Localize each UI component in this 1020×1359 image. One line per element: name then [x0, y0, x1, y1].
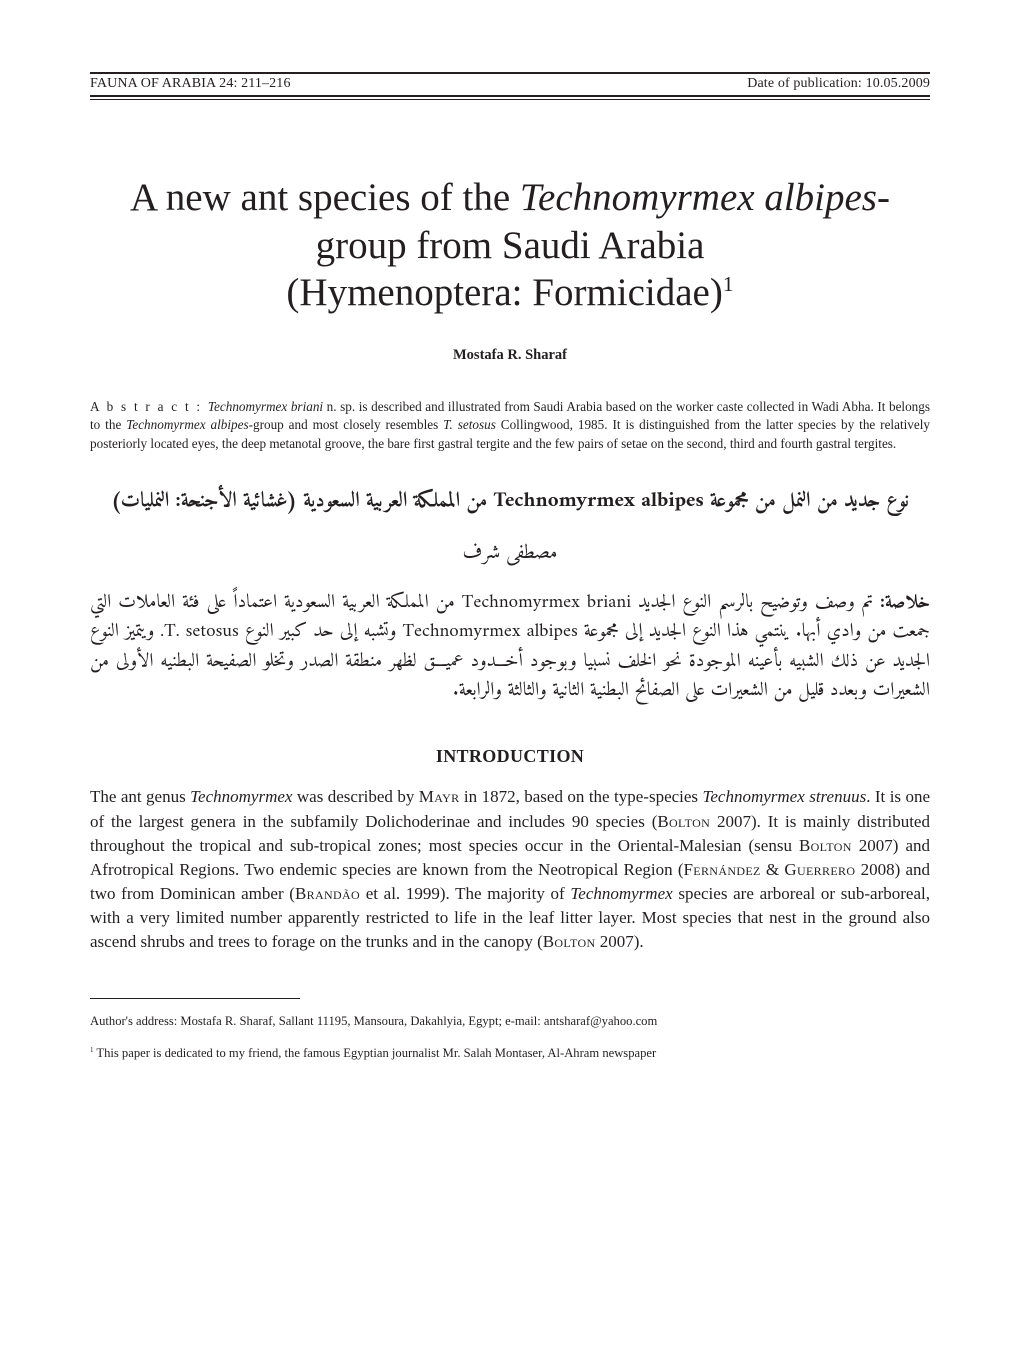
abstract-seg3: -group and most closely resembles — [249, 417, 444, 432]
footnote-dedication: 1 This paper is dedicated to my friend, … — [90, 1045, 930, 1063]
intro-sc6: Brandão — [295, 884, 360, 903]
author-name: Mostafa R. Sharaf — [90, 347, 930, 364]
footnote-dedication-text: This paper is dedicated to my friend, th… — [93, 1046, 656, 1060]
title-post: - — [877, 176, 890, 219]
arabic-abstract: نوع جديد من النمل من مجموعة Technomyrmex… — [90, 484, 930, 571]
title-line-3: (Hymenoptera: Formicidae)1 — [90, 269, 930, 317]
article-title: A new ant species of the Technomyrmex al… — [90, 174, 930, 317]
intro-em2: Technomyrmex strenuus — [702, 787, 866, 806]
intro-paragraph: The ant genus Technomyrmex was described… — [90, 785, 930, 954]
header-rule-mid — [90, 95, 930, 97]
arabic-lead: خلاصة: — [880, 587, 930, 620]
intro-sc4: Fernández — [684, 860, 761, 879]
abstract-em2: Technomyrmex albipes — [126, 417, 248, 432]
intro-seg1: The ant genus — [90, 787, 190, 806]
intro-sc3: Bolton — [799, 836, 852, 855]
intro-seg7: & — [761, 860, 785, 879]
running-header: FAUNA OF ARABIA 24: 211–216 Date of publ… — [90, 76, 930, 92]
intro-sc1: Mayr — [419, 787, 460, 806]
intro-em1: Technomyrmex — [190, 787, 292, 806]
arabic-author: مصطفى شرف — [90, 536, 930, 571]
pub-date: Date of publication: 10.05.2009 — [747, 76, 930, 92]
arabic-body: خلاصة: تم وصف وتوضيح بالرسم النوع الجديد… — [90, 589, 930, 707]
intro-sc7: Bolton — [543, 932, 596, 951]
intro-seg11: 2007). — [595, 932, 643, 951]
intro-seg3: in 1872, based on the type-species — [459, 787, 702, 806]
footnote-author-address: Author's address: Mostafa R. Sharaf, Sal… — [90, 1013, 930, 1031]
intro-sc2: Bolton — [657, 812, 710, 831]
abstract-em3: T. setosus — [443, 417, 496, 432]
abstract-label: A b s t r a c t : — [90, 399, 208, 414]
header-rule-thin — [90, 99, 930, 100]
intro-sc5: Guerrero — [784, 860, 855, 879]
abstract: A b s t r a c t : Technomyrmex briani n.… — [90, 398, 930, 454]
arabic-text: تم وصف وتوضيح بالرسم النوع الجديد Techno… — [90, 587, 930, 708]
journal-ref: FAUNA OF ARABIA 24: 211–216 — [90, 76, 291, 92]
title-paren: (Hymenoptera: Formicidae) — [286, 271, 722, 314]
title-line-2: group from Saudi Arabia — [90, 222, 930, 270]
section-heading: INTRODUCTION — [90, 746, 930, 767]
header-rule-top — [90, 72, 930, 74]
abstract-em1: Technomyrmex briani — [208, 399, 323, 414]
title-line-1: A new ant species of the Technomyrmex al… — [90, 174, 930, 222]
intro-seg9: et al. 1999). The majority of — [360, 884, 570, 903]
title-footnote-ref: 1 — [723, 272, 734, 296]
footnote-rule — [90, 998, 300, 999]
title-em: Technomyrmex albipes — [520, 176, 877, 219]
title-pre: A new ant species of the — [130, 176, 520, 219]
arabic-title: نوع جديد من النمل من مجموعة Technomyrmex… — [90, 484, 930, 520]
intro-em3: Technomyrmex — [570, 884, 672, 903]
intro-seg2: was described by — [292, 787, 418, 806]
